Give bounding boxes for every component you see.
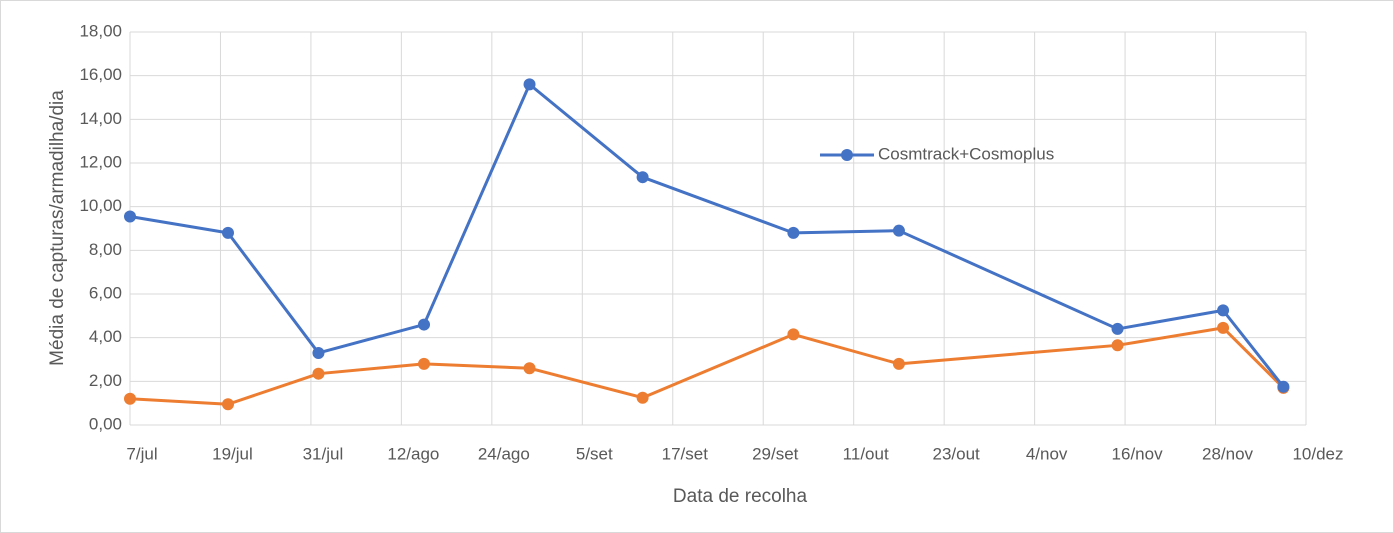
- y-tick-label: 12,00: [79, 152, 122, 171]
- marker: [787, 328, 800, 341]
- x-tick-label: 7/jul: [126, 444, 157, 463]
- legend-label: Cosmtrack+Cosmoplus: [878, 144, 1054, 163]
- x-tick-label: 31/jul: [303, 444, 344, 463]
- marker: [1111, 339, 1124, 352]
- marker: [222, 398, 234, 411]
- y-tick-label: 16,00: [79, 65, 122, 84]
- x-tick-label: 17/set: [662, 444, 709, 463]
- marker: [418, 357, 430, 370]
- marker: [636, 171, 649, 184]
- marker: [418, 318, 430, 331]
- y-tick-label: 10,00: [79, 196, 122, 215]
- marker: [523, 362, 536, 375]
- marker: [892, 357, 905, 370]
- marker: [1111, 322, 1124, 335]
- y-tick-label: 4,00: [89, 327, 122, 346]
- marker: [312, 346, 325, 359]
- legend-marker: [841, 149, 853, 161]
- marker: [1277, 380, 1290, 393]
- y-tick-label: 0,00: [89, 414, 122, 433]
- x-tick-label: 29/set: [752, 444, 799, 463]
- y-tick-label: 6,00: [89, 283, 122, 302]
- y-tick-label: 2,00: [89, 371, 122, 390]
- marker: [523, 78, 536, 91]
- x-tick-label: 19/jul: [212, 444, 253, 463]
- x-tick-label: 24/ago: [478, 444, 530, 463]
- x-tick-label: 28/nov: [1202, 444, 1254, 463]
- marker: [124, 392, 136, 405]
- y-axis-label: Média de capturas/armadilha/dia: [47, 90, 68, 366]
- marker: [1217, 321, 1230, 334]
- x-tick-label: 10/dez: [1292, 444, 1343, 463]
- y-tick-label: 18,00: [79, 21, 122, 40]
- marker: [222, 226, 234, 239]
- marker: [636, 391, 649, 404]
- x-tick-label: 4/nov: [1026, 444, 1068, 463]
- marker: [1217, 304, 1230, 317]
- x-axis-label: Data de recolha: [673, 486, 808, 507]
- marker: [787, 226, 800, 239]
- marker: [892, 224, 905, 237]
- marker: [124, 210, 136, 223]
- x-tick-label: 23/out: [933, 444, 981, 463]
- y-tick-label: 14,00: [79, 109, 122, 128]
- marker: [312, 367, 325, 380]
- x-tick-label: 11/out: [843, 444, 889, 463]
- y-tick-label: 8,00: [89, 240, 122, 259]
- x-tick-label: 16/nov: [1112, 444, 1164, 463]
- x-tick-label: 5/set: [576, 444, 613, 463]
- x-tick-label: 12/ago: [387, 444, 439, 463]
